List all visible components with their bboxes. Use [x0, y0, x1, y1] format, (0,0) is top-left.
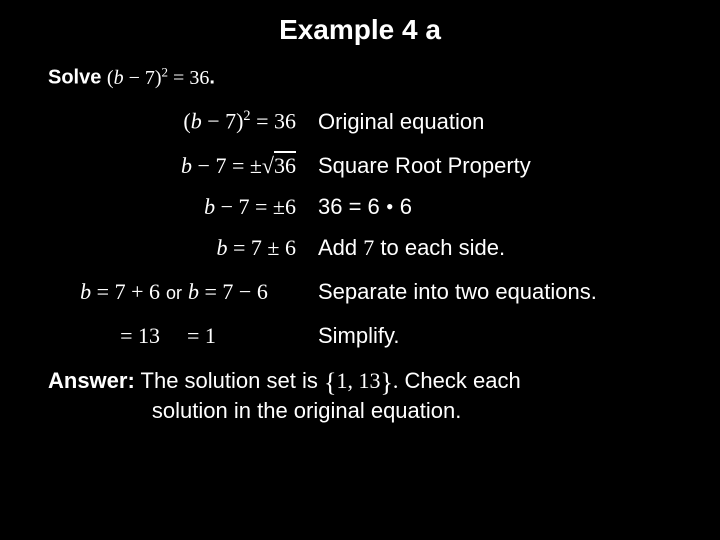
- answer-part1: The solution set is: [141, 368, 318, 393]
- answer-part3: solution in the original equation.: [152, 398, 461, 423]
- split-right: b = 7 − 6: [188, 279, 308, 305]
- step-row: b − 7 = ±√36 Square Root Property: [48, 146, 672, 186]
- or-spacer: [160, 327, 187, 348]
- content-area: Solve (b − 7)2 = 36. (b − 7)2 = 36 Origi…: [0, 46, 720, 356]
- step-description: Simplify.: [308, 323, 400, 349]
- step-row: b = 7 ± 6 Add 7 to each side.: [48, 228, 672, 268]
- solve-label: Solve: [48, 67, 101, 89]
- step-equation: b − 7 = ±√36: [48, 153, 308, 179]
- solve-period: .: [209, 67, 215, 89]
- slide-title: Example 4 a: [0, 0, 720, 46]
- answer-part2: Check each: [405, 368, 521, 393]
- step-description: Add 7 to each side.: [308, 235, 505, 261]
- answer-set: {1, 13}.: [324, 368, 398, 393]
- step-row: (b − 7)2 = 36 Original equation: [48, 102, 672, 142]
- split-left: b = 7 + 6: [48, 279, 160, 305]
- step-row: b − 7 = ±6 36 = 6 • 6: [48, 190, 672, 224]
- step-row: b = 7 + 6 or b = 7 − 6 Separate into two…: [48, 272, 672, 312]
- answer-label: Answer:: [48, 368, 135, 393]
- step-description: Original equation: [308, 109, 484, 135]
- step-split-equation: = 13 = 1: [48, 323, 308, 349]
- step-description: Separate into two equations.: [308, 279, 597, 305]
- or-text: or: [160, 283, 188, 304]
- step-description: 36 = 6 • 6: [308, 194, 412, 220]
- step-split-equation: b = 7 + 6 or b = 7 − 6: [48, 279, 308, 305]
- step-row: = 13 = 1 Simplify.: [48, 316, 672, 356]
- split-left: = 13: [48, 323, 160, 349]
- step-equation: b − 7 = ±6: [48, 194, 308, 220]
- split-right: = 1: [187, 323, 308, 349]
- answer-block: Answer: The solution set is {1, 13}. Che…: [0, 356, 720, 424]
- solve-equation: (b − 7)2 = 36: [107, 67, 209, 89]
- step-equation: (b − 7)2 = 36: [48, 108, 308, 134]
- solve-line: Solve (b − 7)2 = 36.: [48, 64, 672, 90]
- steps-list: (b − 7)2 = 36 Original equation b − 7 = …: [48, 102, 672, 356]
- step-description: Square Root Property: [308, 153, 531, 179]
- step-equation: b = 7 ± 6: [48, 235, 308, 261]
